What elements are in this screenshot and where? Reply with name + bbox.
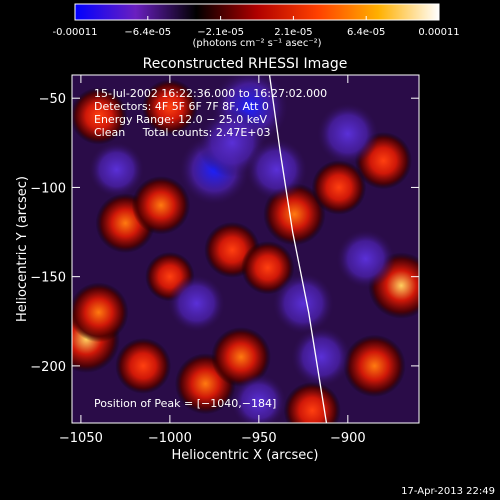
heatmap-source (283, 381, 341, 423)
heatmap-source (245, 138, 308, 201)
annotation-energy: Energy Range: 12.0 − 25.0 keV (94, 113, 268, 126)
heatmap-source (131, 176, 191, 235)
heatmap-source (72, 87, 128, 145)
annotation-time-range: 15-Jul-2002 16:22:36.000 to 16:27:02.000 (94, 87, 327, 100)
colorbar (74, 3, 440, 21)
heatmap-source (88, 141, 145, 198)
solar-limb-line (268, 75, 328, 423)
heatmap-source (335, 229, 396, 289)
heatmap-layer (72, 75, 419, 423)
y-axis-label: Heliocentric Y (arcsec) (15, 176, 30, 322)
x-tick-label: −1000 (148, 431, 192, 446)
colorbar-tick-label: 6.4e-05 (347, 27, 385, 38)
chart-title: Reconstructed RHESSI Image (143, 56, 348, 72)
colorbar-tick-label: 0.00011 (418, 27, 459, 38)
y-tick-label: −200 (30, 360, 66, 375)
heatmap-source (141, 79, 198, 136)
colorbar-tick-label: −6.4e-05 (124, 27, 171, 38)
heatmap-source (72, 282, 129, 343)
y-tick-label: −100 (30, 181, 66, 196)
x-axis-label: Heliocentric X (arcsec) (172, 448, 319, 463)
x-tick-label: −900 (330, 431, 366, 446)
heatmap-source (272, 272, 335, 335)
annotation-detectors: Detectors: 4F 5F 6F 7F 8F, Att 0 (94, 100, 269, 113)
x-tick-label: −1050 (59, 431, 103, 446)
axis-ticks: −1050 −1000 −950 −900 −50 −100 −150 −200 (30, 75, 419, 446)
annotation-clean: Clean Total counts: 2.47E+03 (94, 126, 271, 139)
annotation-peak: Position of Peak = [−1040,−184] (94, 397, 276, 410)
colorbar-tick-label: −2.1e-05 (197, 27, 244, 38)
colorbar-ticks: -0.00011 −6.4e-05 −2.1e-05 2.1e-05 6.4e-05 0.… (53, 16, 460, 38)
timestamp: 17-Apr-2013 22:49 (401, 486, 495, 497)
heatmap-source (290, 326, 352, 388)
heatmap-source (311, 160, 367, 215)
x-tick-label: −950 (241, 431, 277, 446)
colorbar-units-label: (photons cm⁻² s⁻¹ asec⁻²) (192, 38, 321, 49)
heatmap-source (230, 373, 287, 423)
y-tick-label: −50 (39, 92, 66, 107)
colorbar-tick-label: -0.00011 (53, 27, 98, 38)
heatmap-source (167, 274, 226, 333)
plot-frame (71, 74, 420, 424)
heatmap-source (211, 327, 271, 387)
heatmap-source (343, 334, 406, 398)
heatmap-source (316, 102, 380, 166)
plot-area (72, 75, 419, 423)
heatmap-source (241, 241, 295, 295)
colorbar-tick-label: 2.1e-05 (274, 27, 312, 38)
heatmap-source (115, 337, 172, 394)
y-tick-label: −150 (30, 271, 66, 286)
